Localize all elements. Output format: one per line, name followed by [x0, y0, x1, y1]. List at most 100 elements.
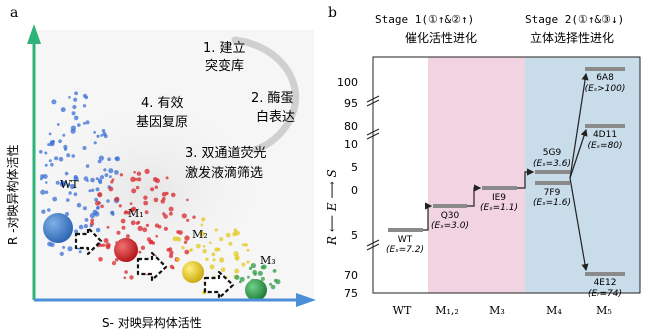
m3-cluster: [245, 279, 267, 301]
scatter-dot: [103, 238, 109, 244]
scatter-dot: [85, 164, 90, 168]
scatter-dot: [83, 122, 86, 125]
scatter-dot: [125, 234, 130, 239]
scatter-dot: [73, 192, 78, 196]
scatter-dot: [109, 175, 112, 179]
y-tick-0: 0: [351, 184, 358, 197]
scatter-dot: [85, 120, 90, 125]
level-4e12: [585, 272, 625, 276]
scatter-dot: [106, 225, 110, 229]
scatter-dot: [97, 178, 103, 183]
scatter-dot: [234, 274, 240, 280]
scatter-dot: [63, 144, 68, 150]
scatter-dot: [100, 134, 104, 137]
scatter-dot: [234, 268, 240, 274]
scatter-dot: [44, 151, 48, 155]
scatter-dot: [52, 140, 55, 143]
scatter-dot: [202, 245, 206, 248]
scatter-dot: [160, 199, 165, 204]
scatter-dot: [250, 263, 256, 269]
scatter-dot: [155, 234, 158, 238]
level-4e12-name: 4E12: [594, 278, 617, 288]
y-axis-break-1b: [366, 99, 380, 107]
scatter-dot: [260, 276, 265, 281]
scatter-dot: [219, 257, 225, 263]
x-tick-wt: WT: [393, 304, 412, 317]
scatter-dot: [149, 240, 154, 244]
level-6a8-value: (Eₛ>100): [585, 84, 626, 94]
scatter-dot: [161, 191, 167, 197]
level-4d11-name: 4D11: [593, 130, 617, 140]
scatter-dot: [121, 225, 126, 230]
y-axis-arrowhead: [27, 24, 41, 44]
label-m2: M₂: [192, 228, 208, 241]
scatter-dot: [209, 241, 212, 244]
scatter-dot: [54, 156, 59, 161]
scatter-dot: [69, 183, 75, 190]
scatter-dot: [42, 174, 48, 179]
y-tick-80: 80: [344, 120, 358, 133]
scatter-dot: [228, 241, 233, 246]
level-7f9-value: (Eₛ=1.6): [533, 198, 571, 208]
wt-cluster: [43, 213, 73, 243]
scatter-dot: [97, 192, 103, 198]
process-arc: [231, 36, 300, 154]
scatter-dot: [275, 279, 281, 285]
scatter-dot: [67, 183, 71, 187]
scatter-dot: [214, 247, 219, 252]
scatter-dot: [93, 131, 96, 134]
scatter-dot: [129, 202, 133, 206]
scatter-dot: [52, 196, 58, 202]
stage-2-subtitle: 立体选择性进化: [530, 30, 614, 45]
level-6a8-name: 6A8: [596, 73, 614, 83]
scatter-dot: [247, 275, 250, 279]
scatter-dot: [246, 260, 250, 264]
scatter-dot: [39, 150, 43, 154]
scatter-dot: [200, 223, 204, 227]
scatter-dot: [140, 245, 146, 250]
scatter-dot: [77, 123, 81, 127]
scatter-dot: [40, 189, 46, 195]
y-tick-75: 75: [344, 287, 358, 300]
level-wt-value: (Eₛ=7.2): [386, 245, 424, 255]
x-tick-m5: M₅: [596, 304, 612, 317]
level-7f9: [535, 181, 570, 185]
scatter-dot: [144, 168, 150, 174]
panel-b: b Stage 1(①↑&②↑) 催化活性进化 Stage 2(①↑&③↓) 立…: [325, 5, 641, 317]
y-axis-break-3b: [366, 243, 380, 251]
step-1-line-1: 1. 建立: [203, 41, 246, 56]
scatter-dot: [62, 133, 66, 137]
scatter-dot: [48, 159, 52, 163]
y-tick-70: 70: [344, 269, 358, 282]
scatter-dot: [82, 93, 88, 98]
step-4-line-2: 基因复原: [136, 115, 188, 130]
scatter-dot: [183, 240, 188, 244]
scatter-dot: [60, 180, 67, 187]
scatter-dot: [163, 226, 168, 231]
scatter-dot: [178, 230, 183, 235]
scatter-dot: [48, 132, 52, 136]
scatter-dot: [123, 276, 127, 280]
y-tick-95: 95: [344, 97, 358, 110]
scatter-dot: [136, 171, 142, 176]
scatter-dot: [91, 188, 95, 192]
scatter-dot: [129, 275, 134, 280]
scatter-dot: [103, 168, 107, 172]
scatter-dot: [89, 213, 95, 219]
scatter-dot: [241, 243, 245, 247]
level-6a8: [585, 67, 625, 71]
scatter-dot: [138, 250, 142, 254]
scatter-dot: [152, 177, 158, 182]
scatter-dot: [65, 212, 69, 216]
m2-cluster: [182, 261, 204, 283]
scatter-dot: [214, 228, 218, 232]
scatter-dot: [73, 97, 78, 102]
step-4-line-1: 4. 有效: [141, 96, 184, 111]
scatter-dot: [260, 265, 265, 270]
panel-a-label: a: [10, 5, 18, 21]
scatter-dot: [104, 173, 109, 178]
scatter-dot: [130, 220, 136, 226]
scatter-dot: [108, 168, 114, 174]
scatter-dot: [246, 248, 250, 252]
scatter-dot: [171, 266, 175, 270]
